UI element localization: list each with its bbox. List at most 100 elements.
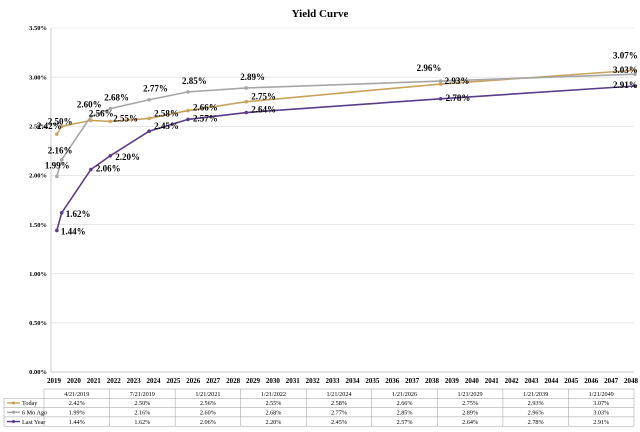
data-label: 3.03% [613,65,638,75]
data-point [633,84,637,88]
data-point [147,116,151,121]
x-tick-label: 2042 [505,377,520,385]
table-header-cell: 1/21/2024 [326,391,351,398]
x-tick-label: 2024 [146,377,161,385]
x-tick-label: 2032 [306,377,321,385]
table-cell: 2.78% [528,419,544,426]
data-label: 2.68% [104,93,129,103]
x-tick-label: 2023 [127,377,142,385]
data-label: 2.20% [115,152,140,162]
axes [50,28,634,373]
x-tick-label: 2039 [445,377,460,385]
data-label: 2.55% [113,113,138,123]
data-label: 2.91% [613,80,638,90]
table-cell: 2.55% [265,400,281,407]
series-line-2 [56,85,636,231]
x-tick-label: 2048 [624,377,639,385]
x-tick-label: 2028 [226,377,241,385]
data-point [633,68,637,73]
table-cell: 2.85% [397,410,413,417]
table-cell: 2.60% [200,410,216,417]
x-tick-label: 2022 [107,377,122,385]
data-label: 2.89% [240,72,265,82]
legend-entry: Today [22,400,38,407]
data-label: 2.64% [251,105,276,115]
data-label: 2.58% [154,108,179,118]
data-label: 2.77% [143,84,168,94]
data-label: 2.50% [48,116,73,126]
data-point [59,157,64,162]
data-point [438,96,443,101]
x-tick-label: 2029 [246,377,261,385]
table-cell: 3.03% [593,410,609,417]
series-line-0 [56,69,636,135]
table-header-cell: 4/21/2019 [64,391,89,398]
data-point [59,210,64,215]
y-tick-label: 2.50% [29,123,47,130]
data-label: 2.66% [193,103,218,113]
table-cell: 3.07% [593,400,609,407]
legend-key-marker [11,410,16,414]
data-point [108,153,113,158]
table-cell: 2.77% [331,410,347,417]
x-tick-label: 2027 [206,377,221,385]
table-cell: 2.93% [528,400,544,407]
x-tick-label: 2047 [604,377,619,385]
legend-entry: 6 Mo Ago [22,410,47,417]
x-tick-label: 2025 [166,377,181,385]
table-header-cell: 1/21/2039 [523,391,548,398]
table-header-cell: 1/21/2026 [392,391,417,398]
table-header-cell: 1/21/2022 [261,391,286,398]
data-label: 2.06% [96,164,121,174]
gridlines [51,27,634,373]
table-header-cell: 1/21/2021 [195,391,220,398]
x-tick-label: 2026 [186,377,201,385]
legend-entry: Last Year [22,419,45,426]
data-label: 2.45% [154,121,179,131]
data-point [186,90,190,94]
data-point [89,114,93,119]
data-label: 2.56% [89,108,114,118]
data-label: 2.60% [77,99,102,109]
table-cell: 1.99% [69,410,85,417]
x-axis-ticks: 2019 2020 2021 2022 2023 2024 2025 2026 2027 2028… [47,377,639,385]
table-header-cell: 1/21/2029 [458,391,483,398]
x-tick-label: 2031 [286,377,301,385]
data-point [186,117,190,122]
data-label: 2.93% [445,76,470,86]
data-label: 1.44% [61,226,86,236]
table-header-cell: 7/21/2019 [130,391,155,398]
table-cell: 2.20% [265,419,281,426]
table-cell: 2.64% [462,419,478,426]
table-cell: 1.62% [134,419,150,426]
table-cell: 2.06% [200,419,216,426]
x-tick-label: 2044 [544,377,559,385]
table-cell: 2.56% [200,400,216,407]
x-tick-label: 2020 [67,377,82,385]
table-cell: 2.96% [528,410,544,417]
y-tick-label: 0.00% [29,369,47,376]
data-label: 2.96% [417,63,442,73]
data-point [108,119,113,124]
data-label: 2.75% [251,92,276,102]
data-point [55,228,59,233]
x-tick-label: 2021 [87,377,102,385]
table-cell: 2.75% [462,400,478,407]
x-tick-label: 2043 [525,377,540,385]
table-cell: 2.45% [331,419,347,426]
table-cell: 2.66% [397,400,413,407]
data-label: 2.78% [446,93,471,103]
data-label: 2.16% [48,146,73,156]
y-tick-label: 3.00% [29,74,47,81]
y-tick-label: 1.50% [29,222,47,229]
legend-key-marker [11,419,16,424]
y-axis-ticks: 0.00% 0.50% 1.00% 1.50% 2.00% 2.50% 3.00% 3.50% [29,25,47,376]
data-point [147,129,151,133]
table-cell: 2.42% [69,400,85,407]
x-tick-label: 2035 [365,377,380,385]
data-label: 2.85% [182,76,207,86]
table-cell: 2.58% [331,400,347,407]
chart-title: Yield Curve [292,8,349,20]
table-cell: 2.57% [397,419,413,426]
